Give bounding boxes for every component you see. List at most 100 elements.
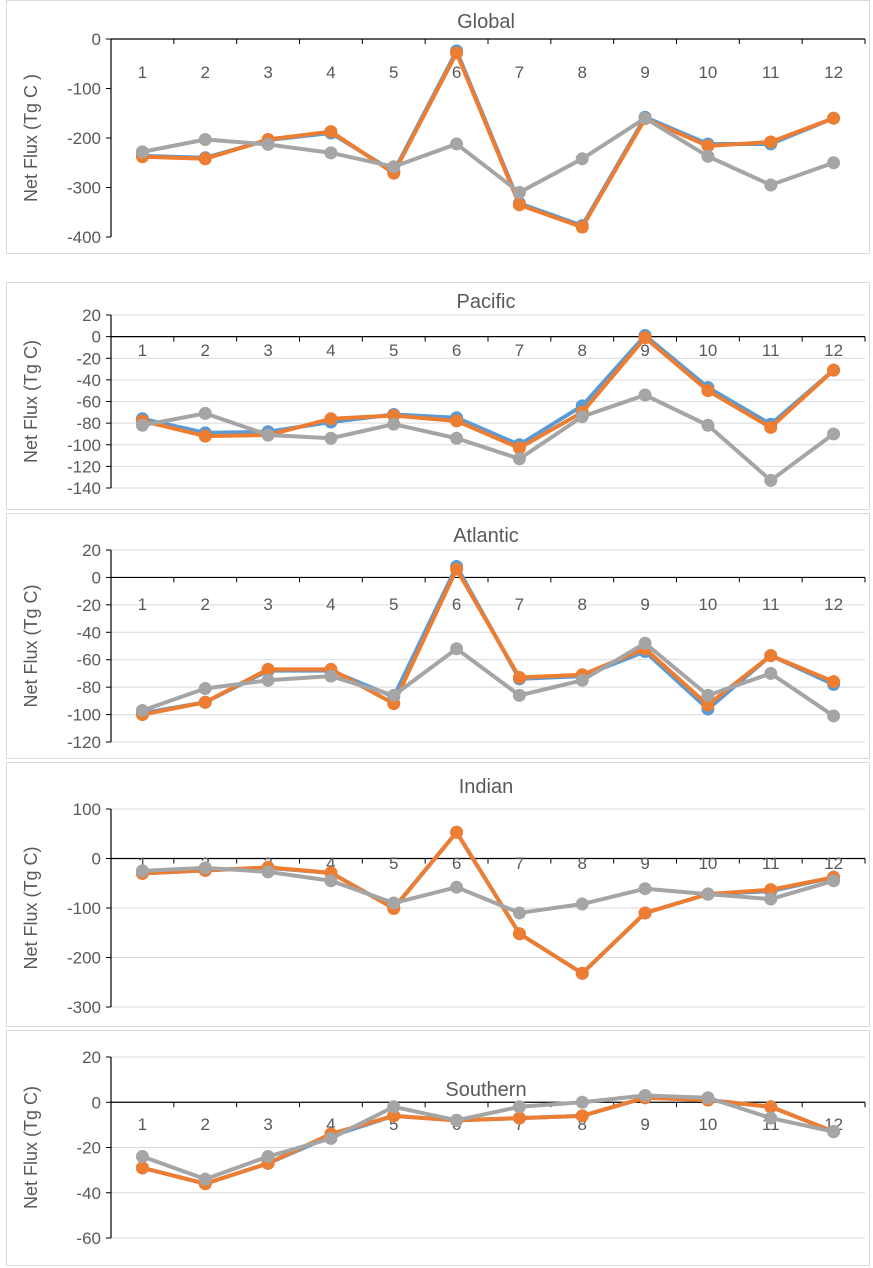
x-tick-label: 8: [578, 63, 587, 82]
data-point: [261, 662, 275, 676]
x-tick-label: 2: [201, 1115, 210, 1134]
data-point: [387, 896, 401, 910]
data-point: [450, 825, 464, 839]
series-line-1: [142, 48, 835, 228]
x-tick-label: 5: [389, 1115, 398, 1134]
y-tick-label: -200: [67, 129, 101, 148]
x-tick-label: 6: [452, 595, 461, 614]
data-point: [638, 331, 652, 345]
data-point: [764, 892, 778, 906]
data-point: [512, 927, 526, 941]
data-point: [638, 1088, 652, 1102]
x-tick-label: 2: [201, 595, 210, 614]
y-tick-label: -100: [67, 80, 101, 99]
data-point: [638, 906, 652, 920]
data-point: [135, 703, 149, 717]
data-point: [764, 473, 778, 487]
data-point: [512, 198, 526, 212]
x-tick-label: 1: [138, 1115, 147, 1134]
x-tick-label: 4: [326, 63, 335, 82]
x-tick-label: 3: [263, 341, 272, 360]
data-point: [324, 1131, 338, 1145]
data-point: [827, 675, 841, 689]
data-point: [512, 1111, 526, 1125]
x-tick-label: 11: [762, 854, 780, 873]
x-tick-label: 5: [389, 341, 398, 360]
x-tick-label: 9: [640, 63, 649, 82]
y-tick-label: -20: [76, 1139, 101, 1158]
x-tick-label: 12: [824, 63, 843, 82]
data-point: [575, 152, 589, 166]
x-tick-label: 1: [138, 63, 147, 82]
x-tick-label: 9: [640, 595, 649, 614]
series-line-3: [142, 116, 835, 195]
x-tick-label: 1: [138, 854, 147, 873]
x-tick-label: 4: [326, 854, 335, 873]
data-point: [387, 1100, 401, 1114]
y-tick-label: 20: [82, 1048, 101, 1067]
y-axis-label: Net Flux (Tg C ): [21, 74, 41, 202]
data-point: [512, 441, 526, 455]
series-line-1: [142, 830, 835, 976]
y-tick-label: -40: [76, 1184, 101, 1203]
chart-panel-atlantic: Atlantic Net Flux (Tg C) 20 0 -20 -40 -60 -80 -1…: [6, 513, 870, 759]
x-tick-label: 1: [138, 595, 147, 614]
data-point: [827, 111, 841, 125]
x-tick-label: 12: [824, 341, 843, 360]
y-tick-label: 20: [82, 306, 101, 325]
chart-title: Atlantic: [453, 525, 519, 547]
data-point: [827, 1125, 841, 1139]
series-line-3: [142, 393, 835, 483]
x-tick-label: 9: [640, 341, 649, 360]
y-tick-label: -300: [67, 998, 101, 1017]
x-tick-label: 5: [389, 595, 398, 614]
y-tick-label: -140: [67, 479, 101, 498]
data-point: [198, 695, 212, 709]
y-tick-label: -120: [67, 733, 101, 752]
data-point: [575, 410, 589, 424]
x-tick-label: 10: [698, 1115, 717, 1134]
y-axis-label: Net Flux (Tg C): [21, 340, 41, 463]
data-point: [198, 682, 212, 696]
data-point: [198, 429, 212, 443]
data-point: [512, 688, 526, 702]
chart-panel-pacific: Pacific Net Flux (Tg C) 20 0 -20 -40 -60 -80 -10…: [6, 282, 870, 510]
y-tick-label: -20: [76, 596, 101, 615]
data-point: [198, 406, 212, 420]
series-line-2: [142, 830, 834, 976]
series-line-3: [141, 1093, 835, 1182]
y-tick-label: -400: [67, 228, 101, 247]
data-point: [701, 384, 715, 398]
series-line-2: [142, 50, 835, 230]
x-tick-label: 10: [698, 63, 717, 82]
series-line-1: [142, 564, 835, 716]
data-point: [701, 688, 715, 702]
y-tick-label: 0: [92, 568, 101, 587]
data-point: [324, 669, 338, 683]
y-tick-label: -80: [76, 414, 101, 433]
data-point: [827, 363, 841, 377]
chart-panel-global: Global Net Flux (Tg C ) 0 -100 -200 -300 -400 1…: [6, 0, 870, 254]
data-point: [324, 125, 338, 139]
data-point: [575, 966, 589, 980]
x-tick-label: 4: [326, 1115, 335, 1134]
x-tick-label: 9: [640, 1115, 649, 1134]
series-line-3: [142, 865, 835, 915]
x-tick-label: 9: [640, 854, 649, 873]
data-point: [638, 388, 652, 402]
x-tick-label: 1: [138, 341, 147, 360]
y-tick-label: 0: [92, 30, 101, 49]
chart-global: Global Net Flux (Tg C ) 0 -100 -200 -300 -400 1…: [21, 11, 866, 247]
y-tick-label: -100: [67, 899, 101, 918]
y-tick-label: 0: [92, 328, 101, 347]
data-point: [135, 418, 149, 432]
series-line-2: [141, 335, 835, 450]
x-tick-label: 8: [578, 854, 587, 873]
y-tick-label: -80: [76, 678, 101, 697]
data-point: [512, 185, 526, 199]
series-line-2: [141, 1095, 835, 1186]
x-tick-label: 4: [326, 595, 335, 614]
data-point: [764, 135, 778, 149]
data-point: [450, 431, 464, 445]
